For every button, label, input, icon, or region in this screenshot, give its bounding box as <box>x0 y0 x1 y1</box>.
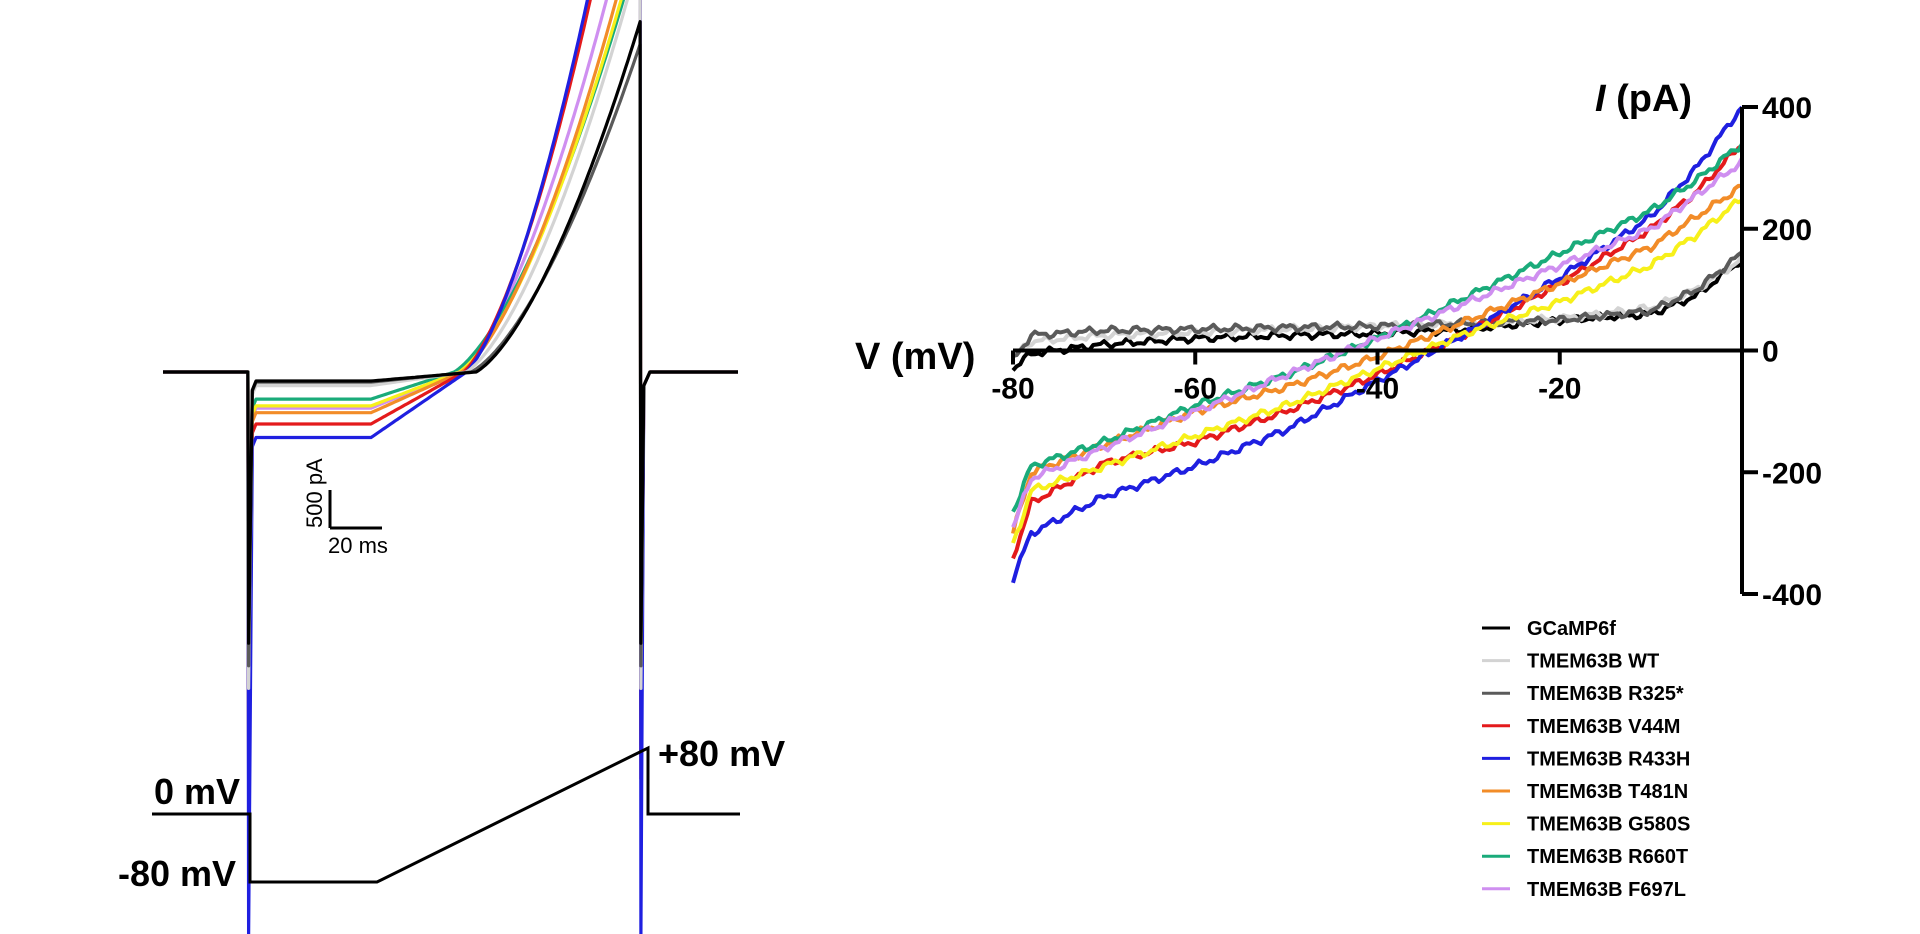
current-trace-tmem63b-t481n <box>163 0 738 758</box>
legend-label: GCaMP6f <box>1527 618 1616 640</box>
iv-x-tick-label: -60 <box>1174 373 1217 406</box>
iv-y-tick-label: 400 <box>1762 92 1812 125</box>
iv-y-axis-label-symbol: I <box>1595 78 1607 120</box>
iv-line-tmem63b-g580s <box>1011 198 1743 544</box>
legend-label: TMEM63B R325* <box>1527 683 1684 705</box>
iv-y-axis-label-unit: (pA) <box>1606 78 1693 120</box>
iv-curve-lines <box>1011 105 1744 584</box>
legend-label: TMEM63B WT <box>1527 651 1659 673</box>
current-trace-lines <box>163 0 738 934</box>
scale-bar-time-label: 20 ms <box>328 533 388 558</box>
iv-line-tmem63b-f697l <box>1011 156 1744 528</box>
legend-item-gcamp6f: GCaMP6f <box>1482 618 1616 640</box>
iv-x-axis-label: V (mV) <box>855 336 975 378</box>
legend-item-tmem63b-g580s: TMEM63B G580S <box>1482 814 1690 836</box>
legend-item-tmem63b-f697l: TMEM63B F697L <box>1482 879 1686 901</box>
legend-item-tmem63b-r433h: TMEM63B R433H <box>1482 748 1690 770</box>
legend-label: TMEM63B G580S <box>1527 814 1690 836</box>
legend: GCaMP6f TMEM63B WT TMEM63B R325* TMEM63B V4… <box>1482 618 1690 901</box>
current-trace-tmem63b-wt <box>163 0 738 691</box>
current-traces-panel: 500 pA 20 ms 0 mV -80 mV +80 mV <box>118 0 785 934</box>
legend-label: TMEM63B F697L <box>1527 879 1686 901</box>
iv-curve-panel: -80 -60 -40 -20 400 200 0 -200 -400 V (mV) I (p… <box>855 78 1822 612</box>
iv-y-ticks: 400 200 0 -200 -400 <box>1742 92 1822 612</box>
voltage-protocol: 0 mV -80 mV +80 mV <box>118 733 785 894</box>
iv-y-tick-label: -400 <box>1762 579 1822 612</box>
iv-x-ticks: -80 -60 -40 -20 <box>991 350 1581 406</box>
scale-bar: 500 pA 20 ms <box>302 458 388 558</box>
legend-item-tmem63b-r660t: TMEM63B R660T <box>1482 846 1688 868</box>
legend-label: TMEM63B R660T <box>1527 846 1688 868</box>
iv-y-tick-label: 0 <box>1762 336 1779 369</box>
legend-label: TMEM63B R433H <box>1527 748 1690 770</box>
iv-line-tmem63b-r325 <box>1012 250 1744 358</box>
legend-item-tmem63b-t481n: TMEM63B T481N <box>1482 781 1688 803</box>
iv-x-tick-label: -40 <box>1356 373 1399 406</box>
current-trace-tmem63b-r433h <box>163 0 738 934</box>
legend-item-tmem63b-v44m: TMEM63B V44M <box>1482 716 1680 738</box>
legend-item-tmem63b-r325: TMEM63B R325* <box>1482 683 1684 705</box>
iv-x-tick-label: -20 <box>1538 373 1581 406</box>
iv-y-axis-label: I (pA) <box>1595 78 1692 120</box>
protocol-peak-label: +80 mV <box>658 733 785 774</box>
legend-item-tmem63b-wt: TMEM63B WT <box>1482 651 1659 673</box>
protocol-waveform <box>152 745 740 884</box>
protocol-step-label: -80 mV <box>118 853 236 894</box>
iv-x-tick-label: -80 <box>991 373 1034 406</box>
iv-line-tmem63b-r433h <box>1011 105 1744 584</box>
scale-bar-current-label: 500 pA <box>302 458 327 528</box>
protocol-holding-label: 0 mV <box>154 771 240 812</box>
iv-line-tmem63b-r660t <box>1011 142 1744 513</box>
iv-y-tick-label: -200 <box>1762 457 1822 490</box>
legend-label: TMEM63B T481N <box>1527 781 1688 803</box>
iv-y-tick-label: 200 <box>1762 214 1812 247</box>
legend-label: TMEM63B V44M <box>1527 716 1680 738</box>
current-trace-gcamp6f <box>163 20 738 645</box>
